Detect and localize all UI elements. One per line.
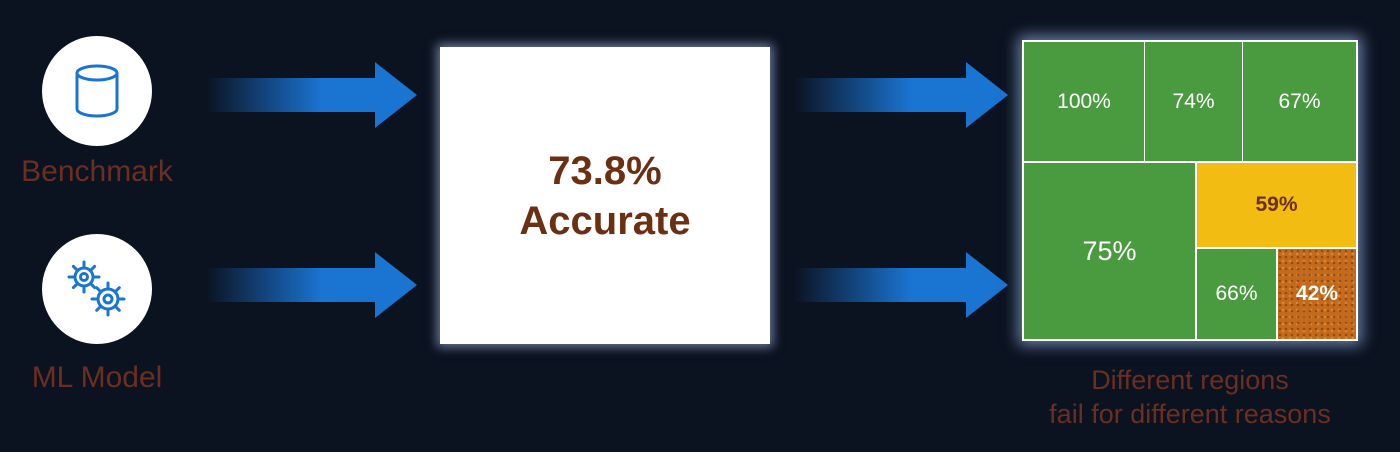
regions-caption: Different regions fail for different rea… [980, 363, 1400, 431]
region-cell: 66% [1197, 249, 1276, 339]
region-cell-failure: 42% [1278, 249, 1356, 339]
gears-icon [62, 257, 132, 321]
benchmark-circle [42, 36, 152, 146]
database-icon [72, 63, 122, 119]
arrow-result-to-regions-bottom [793, 252, 1008, 318]
region-cell-warning: 59% [1197, 163, 1356, 247]
accuracy-label: Accurate [519, 198, 691, 243]
caption-line-1: Different regions [1091, 365, 1289, 395]
caption-line-2: fail for different reasons [1049, 399, 1331, 429]
arrow-result-to-regions-top [793, 62, 1008, 128]
region-cell: 74% [1145, 42, 1242, 161]
benchmark-label: Benchmark [21, 155, 173, 188]
regions-treemap: 100% 74% 67% 75% 59% 66% 42% [1022, 40, 1358, 341]
region-cell: 100% [1024, 42, 1144, 161]
model-label: ML Model [31, 361, 163, 394]
accuracy-percent: 73.8% [548, 148, 662, 193]
region-cell: 67% [1243, 42, 1356, 161]
model-circle [42, 234, 152, 344]
accuracy-box: 73.8% Accurate [440, 47, 770, 344]
region-cell: 75% [1024, 163, 1195, 339]
arrow-benchmark-to-result [205, 62, 417, 128]
arrow-model-to-result [205, 252, 417, 318]
